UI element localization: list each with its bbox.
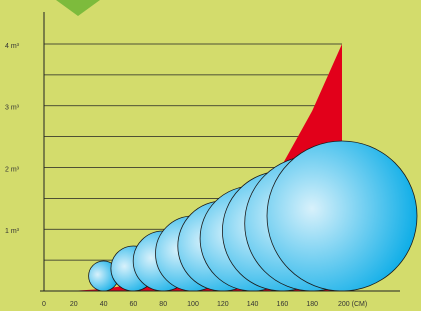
x-tick-label: 100 xyxy=(187,301,199,308)
x-tick-label: 140 xyxy=(247,301,259,308)
x-tick-label: 40 xyxy=(100,301,108,308)
y-tick-label: 1 m³ xyxy=(5,228,20,235)
y-tick-label: 3 m³ xyxy=(5,105,20,112)
x-tick-label: 120 xyxy=(217,301,229,308)
x-tick-label: 180 xyxy=(306,301,318,308)
x-tick-label: 0 xyxy=(42,301,46,308)
sphere xyxy=(267,141,417,291)
x-tick-label: 200 (CM) xyxy=(338,301,367,308)
x-tick-label: 60 xyxy=(130,301,138,308)
x-tick-label: 80 xyxy=(159,301,167,308)
x-tick-label: 160 xyxy=(277,301,289,308)
page: {"chart_data": {"type": "area", "x": [0,… xyxy=(0,0,421,311)
chart: 1 m³ 2 m³ 3 m³ 4 m³ 0 20 40 60 80 100 120 140 160 180… xyxy=(0,0,421,311)
arrow-decoration xyxy=(56,0,100,16)
x-tick-label: 20 xyxy=(70,301,78,308)
y-tick-label: 2 m³ xyxy=(5,166,20,173)
y-tick-label: 4 m³ xyxy=(5,43,20,50)
